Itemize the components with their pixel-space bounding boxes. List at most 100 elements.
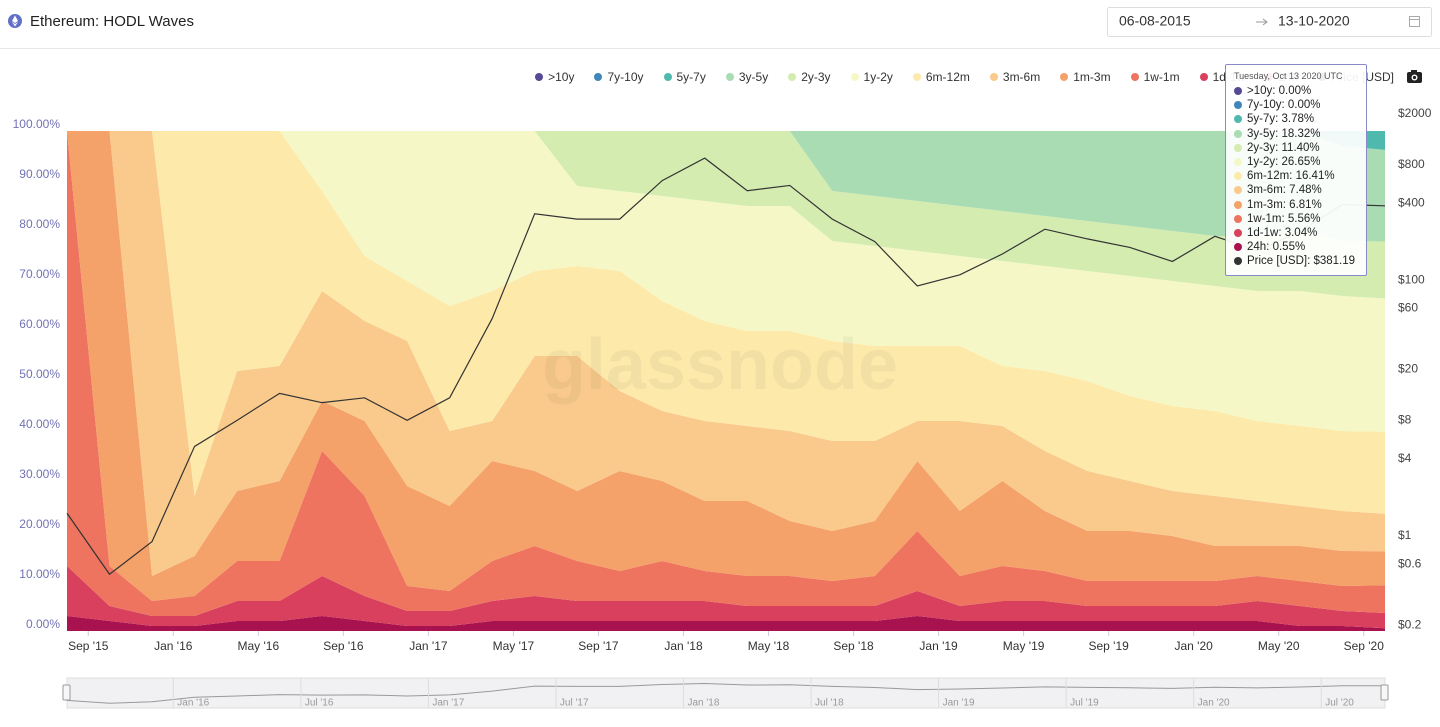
navigator-content: Jan '16 Jul '16 Jan '17 Jul '17 Jan '18 Jul '… bbox=[66, 678, 1386, 709]
navigator[interactable] bbox=[66, 677, 1386, 709]
tooltip-row: 1d-1w: 3.04% bbox=[1234, 226, 1366, 240]
tooltip-swatch bbox=[1234, 186, 1242, 195]
tooltip-text: 2y-3y: 11.40% bbox=[1247, 141, 1320, 154]
y-tick-label: 10.00% bbox=[19, 567, 60, 581]
tooltip-text: Price [USD]: $381.19 bbox=[1247, 255, 1356, 268]
legend-item[interactable]: 6m-12m bbox=[912, 70, 970, 84]
tooltip-swatch bbox=[1234, 143, 1242, 152]
x-tick-label: May '16 bbox=[237, 639, 279, 653]
date-range-box[interactable] bbox=[1107, 7, 1432, 37]
x-tick-label: Sep '16 bbox=[323, 639, 364, 653]
y-tick-label: 90.00% bbox=[19, 167, 60, 181]
x-tick-label: Jan '20 bbox=[1175, 639, 1214, 653]
tooltip-row: Price [USD]: $381.19 bbox=[1234, 254, 1366, 268]
chart-title: Ethereum: HODL Waves bbox=[30, 13, 194, 30]
navigator-label: Jul '19 bbox=[1070, 698, 1099, 709]
legend-swatch bbox=[912, 73, 921, 81]
y-tick-label: 0.00% bbox=[26, 617, 60, 631]
legend-label: 1y-2y bbox=[863, 70, 893, 84]
navigator-label: Jan '19 bbox=[943, 698, 975, 709]
date-start[interactable]: 06-08-2015 bbox=[1119, 13, 1191, 29]
y2-tick-label: $0.6 bbox=[1398, 556, 1422, 570]
legend-label: 1m-3m bbox=[1073, 70, 1111, 84]
tooltip-swatch bbox=[1234, 214, 1242, 223]
navigator-label: Jul '16 bbox=[305, 698, 334, 709]
legend-item[interactable]: 3m-6m bbox=[989, 70, 1041, 84]
legend-item[interactable]: 1w-1m bbox=[1130, 70, 1180, 84]
x-tick-label: Jan '16 bbox=[154, 639, 193, 653]
legend-swatch bbox=[594, 73, 603, 81]
y-tick-label: 80.00% bbox=[19, 217, 60, 231]
y-tick-label: 50.00% bbox=[19, 367, 60, 381]
y-tick-label: 30.00% bbox=[19, 467, 60, 481]
x-tick-label: Jan '19 bbox=[919, 639, 958, 653]
tooltip-swatch bbox=[1234, 115, 1242, 124]
legend-swatch bbox=[725, 73, 734, 81]
x-tick-label: May '20 bbox=[1258, 639, 1300, 653]
eth-glyph bbox=[12, 15, 18, 27]
tooltip-text: 1w-1m: 5.56% bbox=[1247, 212, 1321, 225]
legend-label: 7y-10y bbox=[607, 70, 644, 84]
tooltip-swatch bbox=[1234, 257, 1242, 266]
tooltip-text: 3y-5y: 18.32% bbox=[1247, 127, 1321, 140]
legend-swatch bbox=[663, 73, 672, 81]
plot-area: 0.00% 10.00% 20.00% 30.00% 40.00% 50.00% 60.00… bbox=[13, 106, 1432, 653]
tooltip-row: 2y-3y: 11.40% bbox=[1234, 141, 1366, 155]
navigator-line bbox=[66, 682, 1386, 704]
navigator-label: Jan '17 bbox=[432, 698, 464, 709]
calendar-icon[interactable] bbox=[1409, 16, 1420, 27]
x-tick-label: Jan '17 bbox=[409, 639, 448, 653]
tooltip-row: 5y-7y: 3.78% bbox=[1234, 112, 1366, 126]
legend-item[interactable]: 1m-3m bbox=[1060, 70, 1111, 84]
tooltip-text: 7y-10y: 0.00% bbox=[1247, 99, 1321, 112]
tooltip-text: 24h: 0.55% bbox=[1247, 241, 1306, 254]
legend-swatch bbox=[989, 73, 998, 81]
price-line bbox=[66, 157, 1386, 576]
legend-item[interactable]: 7y-10y bbox=[594, 70, 644, 84]
y-tick-label: 20.00% bbox=[19, 517, 60, 531]
legend-item[interactable]: 3y-5y bbox=[725, 70, 768, 84]
area-band bbox=[67, 131, 1385, 576]
legend-item[interactable]: 2y-3y bbox=[788, 70, 831, 84]
tooltip-swatch bbox=[1234, 172, 1242, 181]
legend-item[interactable]: 5y-7y bbox=[663, 70, 706, 84]
legend-swatch bbox=[535, 73, 544, 81]
tooltip-row: >10y: 0.00% bbox=[1234, 84, 1366, 98]
x-tick-label: Sep '15 bbox=[68, 639, 109, 653]
legend-label: 3m-6m bbox=[1002, 70, 1041, 84]
tooltip-row: 7y-10y: 0.00% bbox=[1234, 98, 1366, 112]
navigator-handle[interactable] bbox=[62, 684, 71, 701]
x-tick-label: May '19 bbox=[1003, 639, 1045, 653]
y2-tick-label: $0.2 bbox=[1398, 617, 1422, 631]
tooltip-row: 3y-5y: 18.32% bbox=[1234, 127, 1366, 141]
tooltip-text: 1y-2y: 26.65% bbox=[1247, 156, 1321, 169]
legend-label: 2y-3y bbox=[801, 70, 831, 84]
x-tick-label: May '18 bbox=[748, 639, 790, 653]
area-band bbox=[67, 131, 1385, 299]
legend-label: 5y-7y bbox=[676, 70, 706, 84]
tooltip-row: 6m-12m: 16.41% bbox=[1234, 169, 1366, 183]
navigator-label: Jan '16 bbox=[177, 698, 209, 709]
area-band bbox=[67, 131, 1385, 601]
legend-item[interactable]: 1y-2y bbox=[850, 70, 893, 84]
area-band bbox=[67, 566, 1385, 629]
area-band bbox=[67, 131, 1385, 432]
tooltip-text: >10y: 0.00% bbox=[1247, 85, 1312, 98]
legend-swatch bbox=[1130, 73, 1139, 81]
area-band bbox=[67, 616, 1385, 631]
navigator-handle[interactable] bbox=[1380, 684, 1389, 701]
legend-swatch bbox=[1060, 73, 1069, 81]
x-tick-label: May '17 bbox=[493, 639, 535, 653]
tooltip-row: 1y-2y: 26.65% bbox=[1234, 155, 1366, 169]
area-band bbox=[67, 131, 1385, 242]
y-tick-label: 40.00% bbox=[19, 417, 60, 431]
tooltip: Tuesday, Oct 13 2020 UTC >10y: 0.00% 7y-1… bbox=[1225, 64, 1367, 276]
tooltip-text: 6m-12m: 16.41% bbox=[1247, 170, 1335, 183]
range-arrow bbox=[1256, 18, 1268, 26]
legend-item[interactable]: >10y bbox=[535, 70, 574, 84]
y2-tick-label: $4 bbox=[1398, 451, 1412, 465]
y-tick-label: 100.00% bbox=[13, 117, 61, 131]
camera-icon[interactable] bbox=[1407, 70, 1422, 83]
date-end[interactable]: 13-10-2020 bbox=[1278, 13, 1350, 29]
